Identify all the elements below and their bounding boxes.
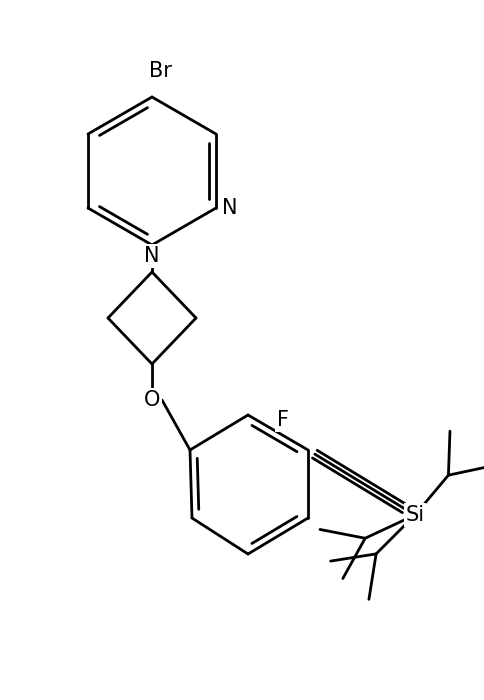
Text: O: O [144,390,160,410]
Text: N: N [144,246,159,266]
Text: N: N [222,198,237,218]
Text: F: F [276,410,288,430]
Text: Si: Si [405,505,424,525]
Text: Br: Br [148,61,171,81]
